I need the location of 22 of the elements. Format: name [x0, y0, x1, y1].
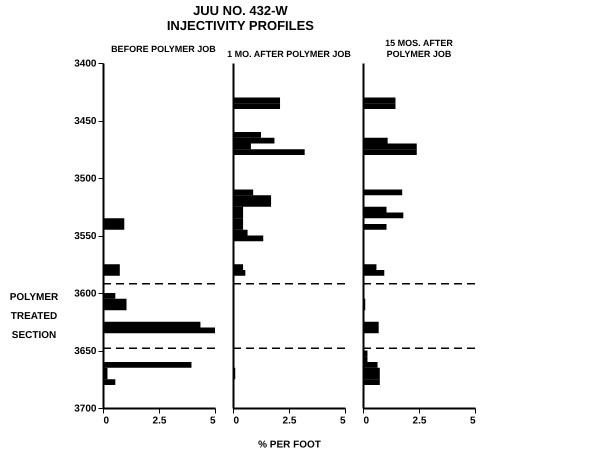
x-tick-label: 5 [210, 416, 216, 426]
y-tick-label: 3450 [74, 116, 97, 127]
x-tick-label: 5 [470, 416, 476, 426]
x-tick-label: 0 [104, 416, 110, 426]
x-tick-label: 2.5 [152, 416, 167, 426]
x-axis-title: % PER FOOT [258, 440, 321, 450]
text: POLYMER TREATED SECTION [10, 292, 60, 341]
y-tick-label: 3700 [74, 404, 97, 414]
y-tick-label: 3550 [74, 231, 97, 242]
x-tick-label: 2.5 [282, 416, 297, 426]
chart-subtitle: BEFORE POLYMER JOB [111, 44, 216, 54]
x-tick-label: 5 [340, 416, 346, 426]
y-tick-label: 3600 [74, 288, 97, 300]
x-tick-label: 0 [234, 416, 240, 426]
chart-title: JUU NO. 432-W INJECTIVITY PROFILES [166, 3, 314, 33]
y-tick-label: 3500 [74, 174, 97, 184]
x-tick-label: 2.5 [412, 416, 427, 426]
y-tick-label: 3650 [74, 346, 97, 357]
chart-subtitle: 1 MO. AFTER POLYMER JOB [227, 49, 352, 59]
y-tick-label: 3400 [74, 58, 97, 70]
chart-subtitle: 15 MOS. AFTER POLYMER JOB [385, 38, 454, 59]
x-tick-label: 0 [364, 416, 370, 426]
